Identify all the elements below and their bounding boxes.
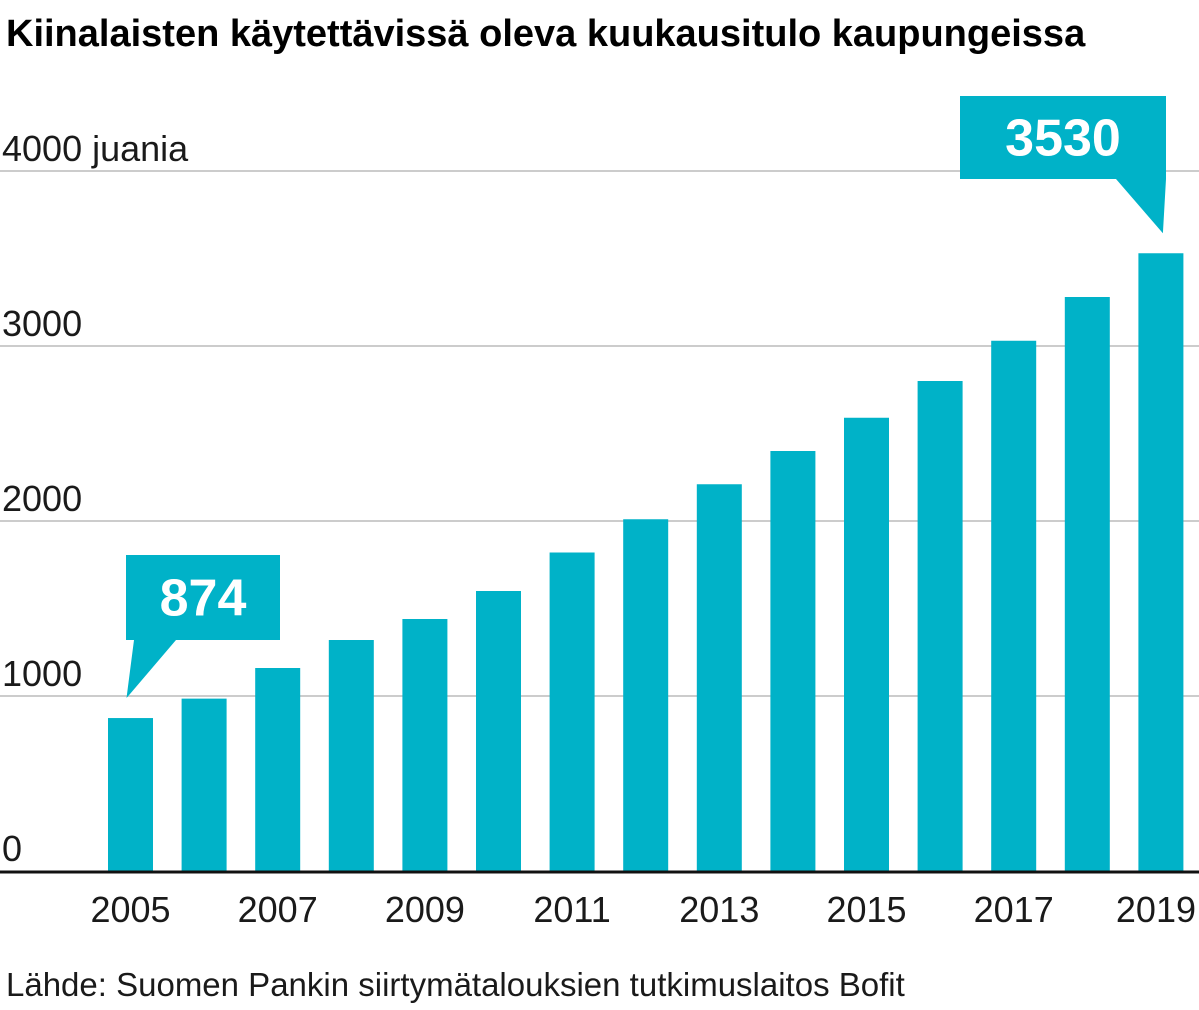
bar-2008: [328, 640, 374, 871]
callouts-layer: 874 3530: [126, 96, 1166, 699]
y-tick-label-1000: 1000: [2, 653, 82, 694]
x-tick-label-2011: 2011: [533, 889, 610, 930]
y-tick-label-3000: 3000: [2, 303, 82, 344]
y-tick-label-4000: 4000 juania: [2, 128, 189, 169]
x-tick-label-2005: 2005: [90, 889, 170, 930]
x-tick-label-2009: 2009: [385, 889, 465, 930]
bar-2006: [181, 698, 227, 871]
callout-label-2005: 874: [160, 570, 247, 628]
x-tick-label-2017: 2017: [974, 889, 1054, 930]
bar-2009: [402, 619, 448, 871]
bar-2012: [623, 519, 669, 871]
y-tick-label-2000: 2000: [2, 478, 82, 519]
y-tick-label-0: 0: [2, 828, 22, 869]
bar-2007: [255, 668, 301, 871]
bar-2018: [1064, 297, 1110, 871]
bar-2011: [549, 552, 595, 871]
bar-2005: [108, 718, 153, 871]
x-tick-label-2019: 2019: [1116, 889, 1196, 930]
bar-2014: [770, 451, 816, 871]
source-note: Lähde: Suomen Pankin siirtymätalouksien …: [6, 966, 905, 1003]
x-tick-label-2007: 2007: [238, 889, 318, 930]
bar-2010: [476, 591, 521, 871]
bars-layer: [108, 253, 1184, 871]
bar-2013: [696, 484, 742, 871]
bar-2015: [844, 417, 889, 871]
bar-2017: [991, 340, 1037, 871]
bar-2016: [917, 381, 963, 871]
ticks-layer: 0 1000 2000 3000 4000 juania 2005 2007 2009 2011…: [2, 128, 1196, 930]
callout-box-2005: [126, 555, 280, 699]
bar-2019: [1138, 253, 1184, 871]
callout-box-2019: [960, 96, 1166, 234]
x-tick-label-2015: 2015: [826, 889, 906, 930]
callout-label-2019: 3530: [1005, 110, 1121, 168]
chart-title: Kiinalaisten käytettävissä oleva kuukaus…: [6, 13, 1086, 55]
x-tick-label-2013: 2013: [679, 889, 759, 930]
